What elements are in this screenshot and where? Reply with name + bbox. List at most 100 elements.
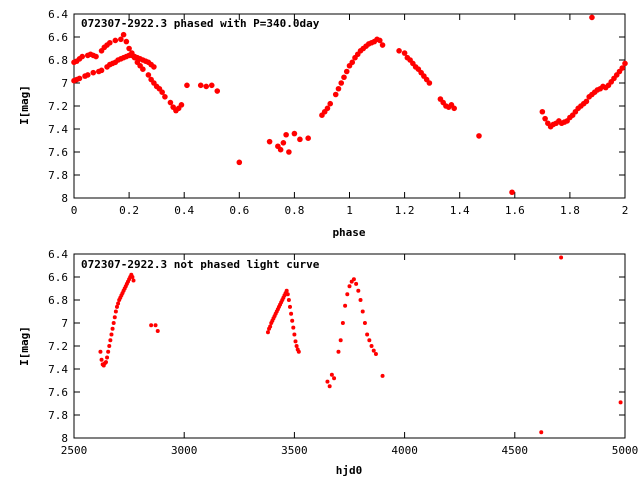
phased-data-point [140,66,146,72]
unphased-data-point [294,344,299,348]
phased-panel: 0 0.2 0.4 0.6 0.8 1 1.2 1.4 1.6 1.8 2 6.4 6.6 6.8 7 7.2… [18,8,628,239]
unphased-data-point [336,349,341,354]
unphased-data-point [113,309,118,314]
phased-y-tick-label: 7.2 [48,100,68,113]
unphased-data-points [98,255,623,435]
unphased-data-point [116,301,121,306]
phased-data-point [619,65,626,71]
unphased-data-point [347,284,352,289]
unphased-data-point [380,373,385,378]
unphased-data-point [149,323,154,328]
phased-data-point [236,159,243,166]
phased-x-tick-label: 0.8 [284,204,304,217]
phased-data-point [451,105,457,112]
unphased-data-point [291,325,296,330]
phased-data-point [107,39,113,46]
phased-data-point [622,60,628,67]
phased-x-tick-label: 0 [71,204,78,217]
phased-data-point [197,82,204,89]
unphased-data-point [290,318,295,323]
unphased-data-point [105,355,110,360]
phased-data-point [159,89,165,95]
phased-data-points [71,14,628,196]
unphased-data-point [296,349,301,354]
unphased-x-tick-label: 4500 [502,444,529,457]
unphased-data-point [265,330,270,335]
unphased-data-point [338,338,343,343]
phased-data-point [583,98,590,105]
unphased-data-point [268,324,273,329]
phased-data-point [396,48,402,54]
phased-y-tick-label: 6.4 [48,8,68,21]
unphased-data-point [369,344,374,348]
phased-x-tick-label: 0.6 [229,204,249,217]
phased-data-point [349,59,356,66]
phased-chart-title: 072307-2922.3 phased with P=340.0day [81,17,320,30]
unphased-data-point [99,357,104,362]
phased-data-point [79,53,86,60]
phased-data-point [178,102,185,108]
unphased-x-tick-label: 2500 [61,444,88,457]
phased-x-axis-label: phase [332,226,365,239]
unphased-data-point [108,338,113,343]
phased-data-point [126,45,132,52]
phased-data-point [266,138,273,145]
phased-x-tick-label: 2 [622,204,629,217]
unphased-data-point [107,344,112,348]
phased-y-axis-label: I[mag] [18,85,31,125]
unphased-data-point [351,277,356,282]
unphased-data-point [559,255,564,260]
phased-x-tick-label: 1.2 [395,204,415,217]
unphased-y-tick-label: 7.8 [48,409,68,422]
phased-data-point [145,72,152,78]
phased-data-point [426,80,433,86]
unphased-data-point [111,321,116,325]
phased-y-tick-label: 7.8 [48,169,68,182]
unphased-data-point [130,275,135,279]
phased-data-point [539,108,546,115]
unphased-y-tick-label: 7.2 [48,340,68,353]
phased-data-point [343,68,350,75]
phased-x-tick-label: 0.4 [174,204,194,217]
phased-x-tick-label: 1.4 [450,204,470,217]
unphased-chart-title: 072307-2922.3 not phased light curve [81,258,320,271]
unphased-data-point [106,349,111,354]
phased-data-point [280,140,287,146]
unphased-data-point [371,348,376,353]
unphased-data-point [153,323,158,328]
unphased-data-point [286,298,291,302]
unphased-data-point [284,288,289,293]
unphased-data-point [345,292,350,297]
phased-data-point [305,135,311,141]
unphased-data-point [155,329,160,334]
unphased-data-point [343,303,348,308]
unphased-data-point [358,298,363,302]
phased-y-tick-label: 6.6 [48,31,68,44]
unphased-y-tick-label: 6.8 [48,294,68,307]
phased-data-point [184,82,190,89]
unphased-x-tick-label: 3000 [171,444,198,457]
phased-x-tick-label: 0.2 [119,204,139,217]
unphased-x-axis-label: hjd0 [336,464,363,477]
phased-data-point [283,131,289,138]
unphased-data-point [367,338,372,343]
unphased-data-point [340,321,345,325]
phased-y-tick-label: 6.8 [48,54,68,67]
unphased-data-point [98,349,103,354]
phased-data-point [335,85,342,92]
unphased-data-point [354,281,359,286]
unphased-y-tick-label: 6.4 [48,248,68,261]
unphased-data-point [325,379,330,384]
unphased-y-tick-label: 7 [61,317,68,330]
phased-data-point [120,31,127,38]
phased-data-point [162,94,168,100]
unphased-data-point [360,309,365,314]
phased-y-tick-label: 7.4 [48,123,68,136]
phased-axes: 0 0.2 0.4 0.6 0.8 1 1.2 1.4 1.6 1.8 2 6.4 6.6 6.8 7 7.2… [48,8,628,217]
phased-data-point [589,14,595,21]
unphased-data-point [114,304,119,309]
phased-data-point [327,100,334,107]
unphased-data-point [329,372,334,377]
phased-data-point [509,189,515,196]
